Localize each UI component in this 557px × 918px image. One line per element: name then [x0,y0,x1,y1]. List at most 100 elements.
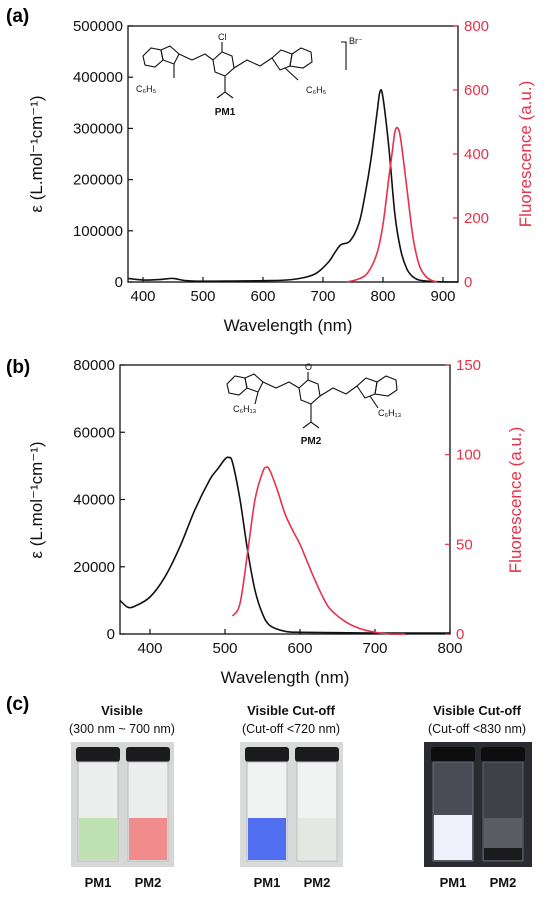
x-tick-label: 500 [190,288,215,305]
photo2-label2: PM2 [304,875,331,890]
photo3-subtitle: (Cut-off <830 nm) [428,722,526,736]
panel-b-ylabel-left: ε (L.mol⁻¹cm⁻¹) [27,441,46,558]
fluorescence-line [231,466,406,635]
pm1-pyrrole-left [160,45,180,65]
panel-a-series [127,89,459,283]
photo3-vial2-sediment [484,848,522,860]
panel-b: (b) 0 20000 40000 60000 80000 0 50 100 150 400 5… [6,357,525,687]
panel-b-xlabel: Wavelength (nm) [221,668,350,687]
panel-b-ylabel-right: Fluorescence (a.u.) [506,427,525,573]
x-tick-label: 500 [212,640,237,657]
pm1-cl: Cl [218,32,227,42]
photo2-vial2-cap [295,747,339,762]
x-tick-label: 700 [310,288,335,305]
photo3 [424,742,532,867]
pm1-structure [142,41,347,99]
photo2-vial2-liquid [298,818,336,860]
pm2-n-bond-right [369,395,379,409]
x-tick-label: 600 [250,288,275,305]
pm1-benzene-left [142,47,164,68]
photo3-label2: PM2 [490,875,517,890]
photo1-label2: PM2 [135,875,162,890]
pm1-chain-left [178,53,214,61]
panel-a-right-ticks: 0 200 400 600 800 [453,18,489,291]
pm1-cyclohexene [212,51,235,77]
fluorescence-line [346,126,438,283]
panel-b-x-ticks: 400 500 600 700 800 [137,629,463,657]
pm2-o: O [305,362,312,372]
x-tick-label: 900 [430,288,455,305]
left-tick-label: 80000 [73,357,115,374]
photo2-label1: PM1 [254,875,281,890]
photo3-vial1-liquid [434,815,472,860]
left-tick-label: 100000 [73,223,123,240]
left-tick-label: 400000 [73,69,123,86]
left-tick-label: 20000 [73,559,115,576]
pm1-pyrrole-right [271,49,293,71]
photo2 [240,742,343,867]
panel-b-left-ticks: 0 20000 40000 60000 80000 [73,357,125,643]
x-tick-label: 400 [137,640,162,657]
pm2-chain-right [319,385,358,397]
x-tick-label: 600 [287,640,312,657]
panel-a-left-ticks: 0 100000 200000 300000 400000 500000 [73,18,133,291]
pm1-sub-right: C₆H₅ [306,85,327,95]
pm1-benzene-right [289,47,313,69]
photo1-subtitle: (300 nm ~ 700 nm) [69,722,175,736]
left-tick-label: 0 [107,626,115,643]
panel-a-frame [127,25,459,283]
panel-b-right-ticks: 0 50 100 150 [445,357,481,643]
pm1-sub-left: C₆H₅ [136,84,157,94]
pm2-chain-left [262,381,300,389]
photo1-title: Visible [101,703,143,718]
panel-b-series [119,456,450,635]
right-tick-label: 600 [464,82,489,99]
photo1-vial2-cap [126,747,170,762]
photo3-title: Visible Cut-off [433,703,522,718]
left-tick-label: 500000 [73,18,123,35]
panel-b-frame [119,364,451,635]
photo2-title: Visible Cut-off [247,703,336,718]
absorbance-line [127,89,459,283]
pm1-chain-right [233,57,273,69]
photo3-vial2-cap [481,747,525,762]
right-tick-label: 0 [456,626,464,643]
panel-a-label: (a) [6,6,29,27]
photo1-vial2-liquid [129,818,167,860]
pm2-benzene-right [374,375,398,397]
x-tick-label: 800 [370,288,395,305]
right-tick-label: 200 [464,210,489,227]
pm2-pyrrole-right [356,377,378,399]
left-tick-label: 40000 [73,492,115,509]
photo3-vial1-cap [431,747,475,762]
pm2-sub-right: C₆H₁₃ [378,408,402,418]
panel-b-label: (b) [6,357,30,378]
x-tick-label: 400 [130,288,155,305]
panel-c: (c) Visible (300 nm ~ 700 nm) PM1 PM2 Vi… [6,694,532,890]
pm2-n-bond-left [254,391,259,405]
left-tick-label: 0 [115,274,123,291]
pm2-benzene-left [226,375,248,396]
panel-a: (a) 0 100000 200000 300000 400000 500000 0 200… [6,6,535,335]
right-tick-label: 400 [464,146,489,163]
photo2-vial1-liquid [248,818,286,860]
photo1-vial1-cap [76,747,120,762]
pm1-tbu [216,91,234,99]
panel-a-xlabel: Wavelength (nm) [224,316,353,335]
right-tick-label: 100 [456,447,481,464]
pm2-structure [226,372,398,429]
photo2-vial1-cap [245,747,289,762]
pm2-cyclohexanone [298,379,321,405]
left-tick-label: 60000 [73,424,115,441]
photo3-label1: PM1 [440,875,467,890]
left-tick-label: 200000 [73,172,123,189]
photo1-vial1-liquid [79,818,117,860]
pm2-tbu [302,421,320,429]
pm2-pyrrole-left [244,373,264,393]
right-tick-label: 0 [464,274,472,291]
photo1 [71,742,174,867]
x-tick-label: 800 [437,640,462,657]
right-tick-label: 150 [456,357,481,374]
panel-a-ylabel-right: Fluorescence (a.u.) [516,81,535,227]
